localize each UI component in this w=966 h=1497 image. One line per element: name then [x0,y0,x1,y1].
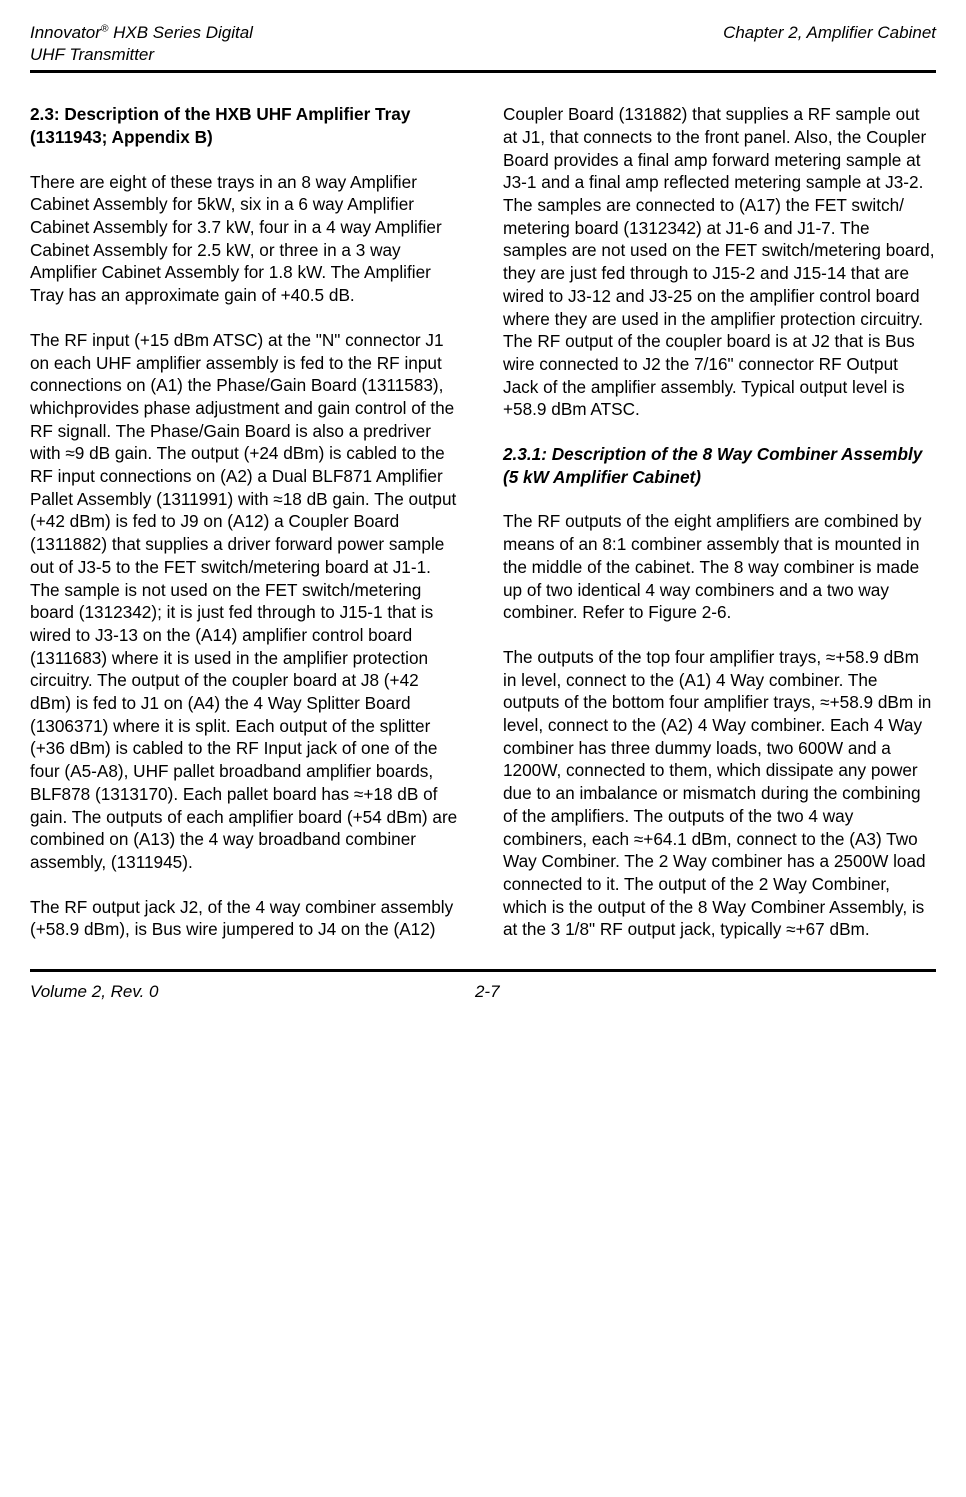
header-product-name: Innovator [30,23,101,42]
section-heading-block: 2.3: Description of the HXB UHF Amplifie… [30,103,463,148]
body-paragraph: The RF outputs of the eight amplifiers a… [503,510,936,624]
header-left: Innovator® HXB Series Digital UHF Transm… [30,22,253,66]
body-paragraph: The outputs of the top four amplifier tr… [503,646,936,941]
body-paragraph: The RF input (+15 dBm ATSC) at the "N" c… [30,329,463,874]
chapter-title: Chapter 2, Amplifier Cabinet [723,23,936,42]
header-right: Chapter 2, Amplifier Cabinet [723,22,936,66]
body-paragraph: The RF output jack J2, of the 4 way comb… [30,896,463,941]
header-product-type: UHF Transmitter [30,45,154,64]
section-2-3-partnum: (1311943; Appendix B) [30,127,213,147]
left-column: 2.3: Description of the HXB UHF Amplifie… [30,103,463,941]
page-header: Innovator® HXB Series Digital UHF Transm… [30,22,936,66]
volume-rev: Volume 2, Rev. 0 [30,982,159,1002]
header-rule [30,70,936,73]
body-paragraph: There are eight of these trays in an 8 w… [30,171,463,307]
page-number: 2-7 [159,982,936,1002]
header-product-series: HXB Series Digital [108,23,253,42]
right-column: Coupler Board (131882) that supplies a R… [503,103,936,941]
body-paragraph: Coupler Board (131882) that supplies a R… [503,103,936,421]
page-footer: Volume 2, Rev. 0 2-7 [30,982,936,1002]
section-2-3-title: 2.3: Description of the HXB UHF Amplifie… [30,104,410,124]
section-2-3-1-title: 2.3.1: Description of the 8 Way Combiner… [503,443,936,488]
footer-rule [30,969,936,972]
content-area: 2.3: Description of the HXB UHF Amplifie… [30,103,936,941]
